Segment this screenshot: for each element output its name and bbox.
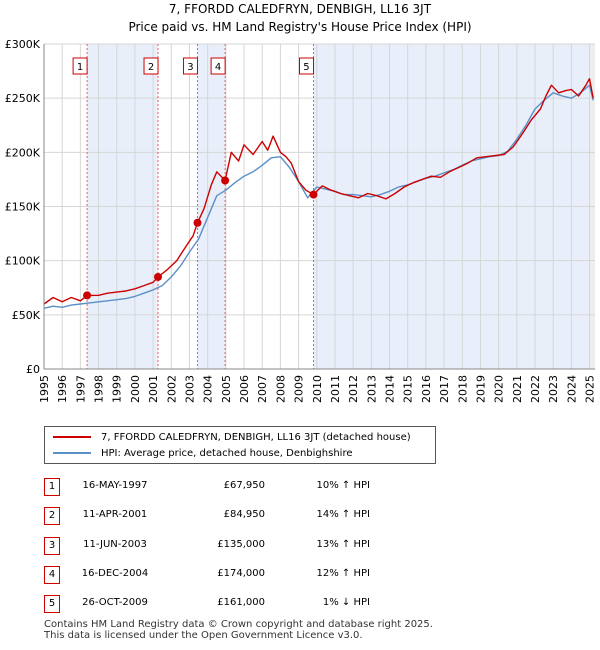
footer-line-1: Contains HM Land Registry data © Crown c… <box>44 619 433 630</box>
transaction-hpi-change: 12% ↑ HPI <box>316 568 370 579</box>
transaction-date: 26-OCT-2009 <box>82 597 148 608</box>
legend-item-hpi: HPI: Average price, detached house, Denb… <box>53 446 352 460</box>
sale-badge-box <box>72 57 88 75</box>
x-tick-label: 2004 <box>202 375 215 403</box>
x-tick-label: 2019 <box>474 375 487 403</box>
transaction-number-badge: 3 <box>44 537 60 555</box>
sale-badge-label: 1 <box>77 62 83 73</box>
transaction-hpi-change: 13% ↑ HPI <box>316 539 370 550</box>
y-tick-label: £100K <box>5 255 41 268</box>
property-series-line <box>43 78 594 305</box>
transaction-hpi-change: 1% ↓ HPI <box>322 597 370 608</box>
transaction-date: 16-MAY-1997 <box>82 480 148 491</box>
footer-attribution: Contains HM Land Registry data © Crown c… <box>44 619 433 641</box>
x-tick-label: 1995 <box>38 375 51 403</box>
transaction-price: £135,000 <box>217 539 265 550</box>
transaction-number-badge: 5 <box>44 595 60 613</box>
transaction-price: £67,950 <box>223 480 265 491</box>
sale-point <box>309 190 318 199</box>
x-tick-label: 2012 <box>347 375 360 403</box>
x-tick-label: 2011 <box>329 375 342 403</box>
x-tick-label: 2014 <box>384 375 397 403</box>
x-tick-label: 2023 <box>547 375 560 403</box>
transaction-row: 1 16-MAY-1997 £67,950 10% ↑ HPI <box>0 478 600 496</box>
x-tick-label: 2000 <box>129 375 142 403</box>
transaction-number-badge: 1 <box>44 478 60 496</box>
title-line-2: Price paid vs. HM Land Registry's House … <box>128 20 472 34</box>
transaction-price: £84,950 <box>223 509 265 520</box>
sale-badge-box <box>210 57 226 75</box>
transaction-price: £161,000 <box>217 597 265 608</box>
y-tick-label: £300K <box>5 38 41 51</box>
sale-badge-box <box>143 57 159 75</box>
x-tick-label: 2017 <box>438 375 451 403</box>
sale-point <box>221 176 230 185</box>
y-axis-ticks: £0 £50K £100K £150K £200K £250K £300K <box>5 38 45 376</box>
legend-label-property: 7, FFORDD CALEDFRYN, DENBIGH, LL16 3JT (… <box>101 431 411 443</box>
y-tick-label: £50K <box>12 309 41 322</box>
x-tick-label: 2005 <box>220 375 233 403</box>
series-layer <box>43 78 594 309</box>
legend-item-property: 7, FFORDD CALEDFRYN, DENBIGH, LL16 3JT (… <box>53 430 411 444</box>
sale-badge-box <box>298 57 314 75</box>
sale-point <box>154 272 163 281</box>
x-tick-label: 2007 <box>256 375 269 403</box>
chart-title: 7, FFORDD CALEDFRYN, DENBIGH, LL16 3JT P… <box>0 0 600 36</box>
sale-badge-label: 2 <box>148 62 154 73</box>
sale-point <box>193 218 202 227</box>
transaction-row: 4 16-DEC-2004 £174,000 12% ↑ HPI <box>0 566 600 584</box>
legend-label-hpi: HPI: Average price, detached house, Denb… <box>101 447 353 459</box>
footer-line-2: This data is licensed under the Open Gov… <box>44 630 363 641</box>
x-tick-label: 2008 <box>274 375 287 403</box>
x-tick-label: 1997 <box>74 375 87 403</box>
x-tick-label: 2001 <box>147 375 160 403</box>
x-tick-label: 2010 <box>311 375 324 403</box>
transaction-date: 16-DEC-2004 <box>81 568 149 579</box>
transaction-row: 3 11-JUN-2003 £135,000 13% ↑ HPI <box>0 537 600 555</box>
transaction-hpi-change: 10% ↑ HPI <box>316 480 370 491</box>
x-tick-label: 2025 <box>584 375 597 403</box>
x-tick-label: 1998 <box>93 375 106 403</box>
transaction-number-badge: 2 <box>44 507 60 525</box>
transaction-hpi-change: 14% ↑ HPI <box>316 509 370 520</box>
x-axis-ticks: 1995 1996 1997 1998 1999 2000 2001 2002 2003 2004… <box>38 368 597 403</box>
chart-legend: 7, FFORDD CALEDFRYN, DENBIGH, LL16 3JT (… <box>44 426 436 464</box>
sale-point <box>83 291 92 300</box>
sale-badge-label: 5 <box>303 62 309 73</box>
x-tick-label: 2009 <box>293 375 306 403</box>
x-tick-label: 2015 <box>402 375 415 403</box>
price-chart: 1 2 3 4 5 £0 £50K £100K £150K £200K £250K £300K 19… <box>5 38 597 403</box>
y-tick-label: £0 <box>26 363 40 376</box>
x-tick-label: 2016 <box>420 375 433 403</box>
legend-line-property <box>53 436 91 438</box>
transaction-row: 5 26-OCT-2009 £161,000 1% ↓ HPI <box>0 595 600 613</box>
transaction-row: 2 11-APR-2001 £84,950 14% ↑ HPI <box>0 507 600 525</box>
x-tick-label: 2022 <box>529 375 542 403</box>
x-tick-label: 2006 <box>238 375 251 403</box>
y-tick-label: £150K <box>5 201 41 214</box>
transaction-number-badge: 4 <box>44 566 60 584</box>
x-tick-label: 2024 <box>565 375 578 403</box>
sale-badge-label: 3 <box>187 62 193 73</box>
sale-badges: 1 2 3 4 5 <box>72 57 314 75</box>
y-tick-label: £200K <box>5 146 41 159</box>
y-tick-label: £250K <box>5 92 41 105</box>
sale-points <box>83 176 318 300</box>
legend-line-hpi <box>53 452 91 454</box>
x-tick-label: 1996 <box>56 375 69 403</box>
transaction-date: 11-APR-2001 <box>82 509 148 520</box>
x-tick-label: 2003 <box>183 375 196 403</box>
x-tick-label: 1999 <box>111 375 124 403</box>
sale-badge-label: 4 <box>215 62 221 73</box>
transaction-price: £174,000 <box>217 568 265 579</box>
transaction-date: 11-JUN-2003 <box>83 539 147 550</box>
x-tick-label: 2021 <box>511 375 524 403</box>
x-tick-label: 2020 <box>493 375 506 403</box>
title-line-1: 7, FFORDD CALEDFRYN, DENBIGH, LL16 3JT <box>168 2 432 16</box>
x-tick-label: 2018 <box>456 375 469 403</box>
x-tick-label: 2002 <box>165 375 178 403</box>
x-tick-label: 2013 <box>365 375 378 403</box>
sale-badge-box <box>182 57 198 75</box>
